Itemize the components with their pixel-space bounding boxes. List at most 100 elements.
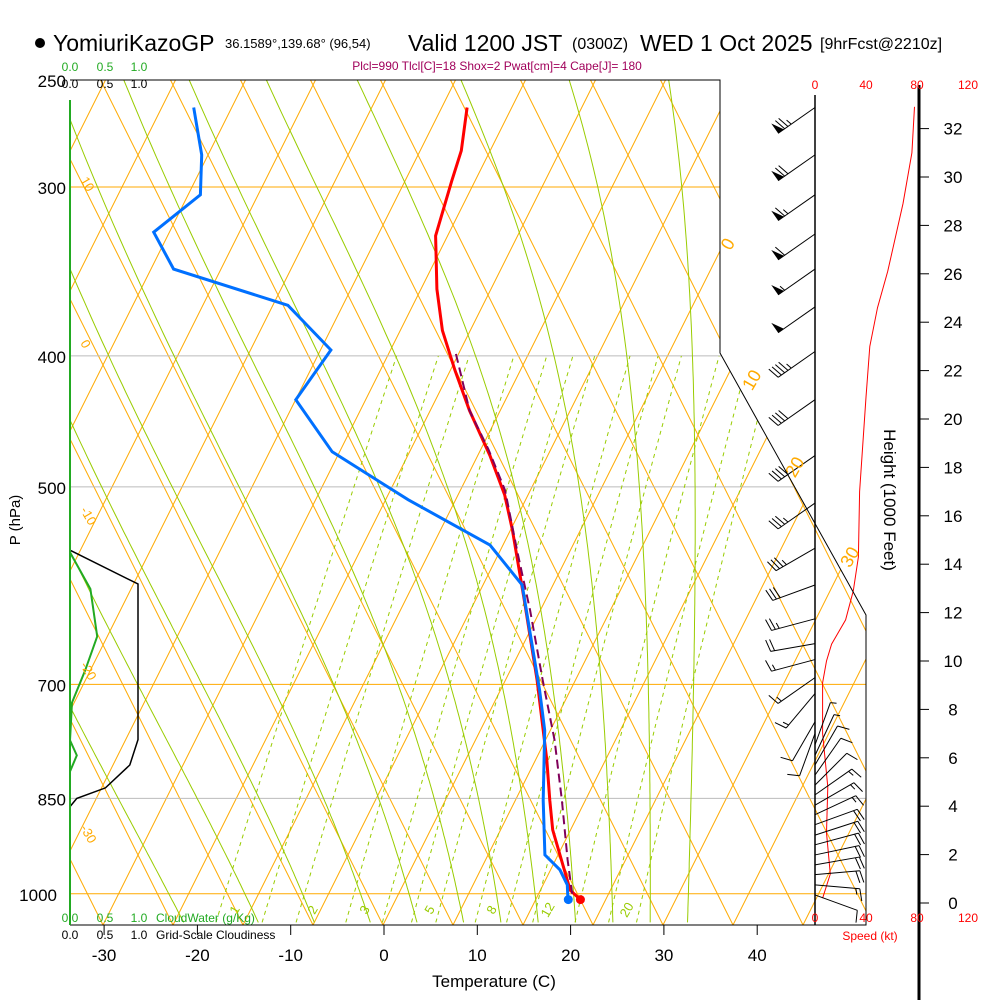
temp-tick-label: -30 [92, 946, 117, 965]
height-tick-label: 32 [944, 120, 963, 139]
wind-barb-flag [855, 795, 864, 806]
wind-barb-flag [769, 639, 776, 651]
station-bullet-icon [35, 38, 45, 48]
wind-barb-flag [780, 756, 793, 762]
wind-barb-half-flag [833, 714, 841, 717]
wind-barb-flag [768, 618, 776, 630]
moist-adiabat [460, 80, 614, 923]
wind-barb [814, 768, 862, 796]
wind-barb [814, 795, 864, 816]
wind-barb [814, 702, 837, 746]
height-tick-label: 4 [948, 797, 957, 816]
wind-barb-flag [854, 833, 862, 846]
wind-barb-half-flag [786, 119, 792, 125]
height-tick-label: 18 [944, 458, 963, 477]
mixing-ratio-line [474, 355, 631, 923]
wind-barb-flag [771, 518, 782, 527]
wind-barb-staff [771, 618, 816, 631]
cloudiness-scale-label: 1.0 [131, 77, 148, 91]
cloudiness-scale-label: 0.5 [97, 77, 114, 91]
wind-barb-staff [814, 845, 860, 856]
wind-barb [765, 639, 816, 652]
wind-barb-flag [853, 782, 863, 792]
wind-barb-flag [859, 870, 865, 883]
pressure-tick-label: 850 [38, 790, 66, 809]
wind-barb [814, 820, 865, 836]
temp-tick-label: 30 [654, 946, 673, 965]
height-tick-label: 28 [944, 216, 963, 235]
wind-barb-staff [814, 714, 835, 756]
height-tick-label: 0 [948, 894, 957, 913]
cloudwater-scale-label: 0.5 [97, 911, 114, 925]
wind-barb-flag [771, 414, 782, 424]
height-tick-label: 6 [948, 749, 957, 768]
wind-barb [814, 752, 858, 786]
height-tick-label: 12 [944, 604, 963, 623]
speed-tick-label: 40 [859, 78, 873, 92]
height-axis-label: Height (1000 Feet) [880, 429, 899, 571]
wind-barb-staff [814, 725, 838, 766]
wind-barb-flag [840, 737, 853, 744]
mixing-ratio-line [411, 355, 574, 923]
wind-barb-flag [846, 752, 858, 761]
isotherm-line [70, 80, 176, 925]
wind-barb [814, 845, 865, 858]
wind-barb-half-flag [850, 784, 856, 790]
height-tick-label: 2 [948, 846, 957, 865]
cloudwater-scale-label: 1.0 [131, 911, 148, 925]
wind-barb-flag [855, 910, 858, 923]
wind-barb [771, 154, 816, 182]
forecast-info: [9hrFcst@2210z] [820, 36, 942, 53]
wind-barb-half-flag [830, 702, 837, 704]
wind-barb-staff [814, 737, 842, 776]
wind-barb-staff [777, 194, 816, 222]
wind-barb [780, 721, 816, 762]
wind-barb-flag [768, 417, 779, 426]
adiabat-line [380, 80, 804, 925]
wind-barb-flag [855, 870, 861, 883]
wind-barb-pennant [771, 210, 784, 221]
wind-barb-flag [772, 587, 781, 598]
wind-barb-half-flag [848, 770, 854, 776]
x-axis-label: Temperature (C) [432, 972, 556, 991]
adiabat-line [310, 80, 734, 925]
wind-barb-flag [853, 810, 861, 822]
wind-barb [814, 894, 858, 923]
mixing-ratio-line [608, 355, 750, 923]
mixing-ratio-line [295, 355, 470, 923]
wind-barb-half-flag [782, 721, 789, 726]
wind-barb-pennant [771, 249, 784, 260]
wind-barb [814, 737, 853, 776]
isotherm-line [70, 80, 456, 925]
pressure-tick-label: 500 [38, 479, 66, 498]
wind-barb [767, 547, 816, 572]
speed-axis-label: Speed (kt) [842, 929, 897, 943]
cloudiness-scale-label: 0.0 [62, 928, 79, 942]
cloudwater-scale-label: 0.5 [97, 60, 114, 74]
wind-barb-staff [814, 752, 848, 786]
wind-barb [814, 808, 865, 826]
adiabat-label: -10 [77, 504, 99, 528]
speed-tick-label: 80 [910, 78, 924, 92]
temp-tick-label: -10 [278, 946, 303, 965]
wind-barb-staff [814, 782, 855, 806]
adiabat-label: -30 [77, 822, 99, 846]
wind-barb-staff [770, 643, 816, 652]
cloudwater-scale-label: 1.0 [131, 60, 148, 74]
isotherm-line [522, 80, 866, 925]
isotherm-line [312, 80, 736, 925]
height-tick-label: 8 [948, 700, 957, 719]
height-tick-label: 30 [944, 168, 963, 187]
temp-tick-label: 10 [468, 946, 487, 965]
wind-barb-flag [837, 725, 850, 730]
wind-barb [814, 856, 865, 870]
wind-barb-flag [778, 361, 789, 371]
wind-barb-flag [778, 410, 789, 420]
adiabat-line [70, 80, 244, 925]
moist-adiabat [123, 80, 465, 923]
mixing-ratio-line [261, 355, 439, 923]
wind-barb [771, 194, 816, 222]
moist-adiabat [568, 80, 651, 923]
plot-frame [70, 79, 867, 926]
wind-barb-staff [777, 306, 816, 334]
